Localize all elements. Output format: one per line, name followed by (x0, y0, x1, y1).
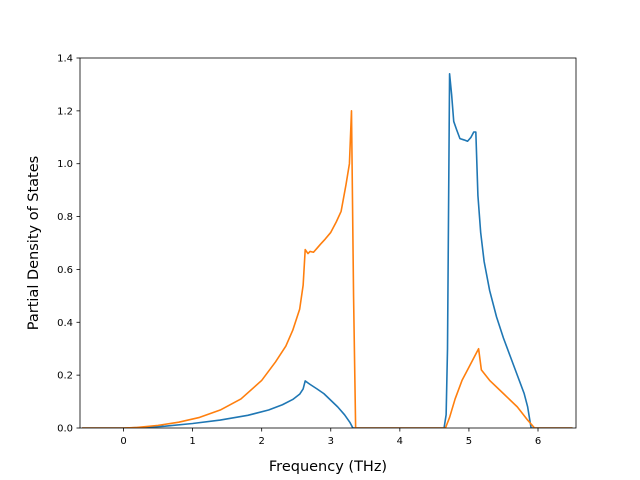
y-tick-label: 0.0 (57, 424, 73, 435)
x-tick-label: 4 (397, 436, 403, 447)
y-axis-title: Partial Density of States (26, 156, 42, 330)
x-axis-title: Frequency (THz) (269, 459, 387, 475)
series-layer (82, 73, 573, 428)
y-tick-label: 1.0 (57, 159, 73, 170)
y-tick-label: 0.2 (57, 371, 73, 382)
x-axis-ticks: 0 1 2 3 4 5 6 (120, 428, 541, 447)
series-line-1 (82, 73, 573, 428)
x-tick-label: 6 (535, 436, 541, 447)
y-tick-label: 0.4 (57, 318, 73, 329)
y-tick-label: 0.8 (57, 212, 73, 223)
x-tick-label: 2 (258, 436, 264, 447)
y-axis-ticks: 0.0 0.2 0.4 0.6 0.8 1.0 1.2 1.4 (57, 54, 80, 435)
x-tick-label: 0 (120, 436, 126, 447)
x-tick-label: 1 (189, 436, 195, 447)
x-tick-label: 3 (328, 436, 334, 447)
y-tick-label: 0.6 (57, 265, 73, 276)
y-tick-label: 1.4 (57, 54, 73, 65)
x-tick-label: 5 (466, 436, 472, 447)
axes-frame (79, 57, 577, 429)
y-tick-label: 1.2 (57, 106, 73, 117)
series-line-2 (82, 110, 573, 428)
